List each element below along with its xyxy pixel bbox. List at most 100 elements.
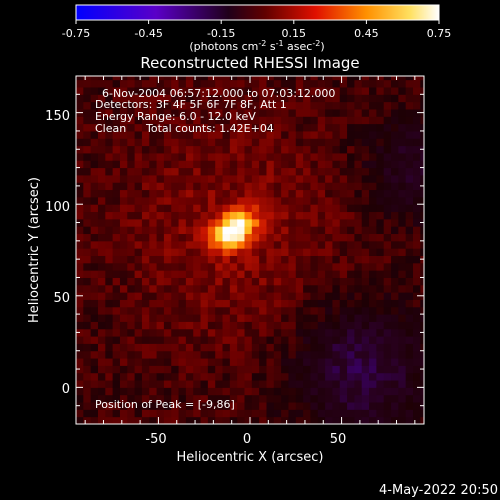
heatmap-cell [156,138,165,147]
heatmap-cell [193,174,202,183]
heatmap-cell [207,380,216,388]
heatmap-cell [310,255,319,264]
heatmap-cell [105,248,114,256]
heatmap-cell [369,358,377,366]
heatmap-cell [76,372,84,381]
heatmap-cell [193,86,202,95]
heatmap-cell [119,321,128,330]
heatmap-cell [171,130,180,139]
heatmap-cell [383,350,392,359]
x-axis-label: Heliocentric X (arcsec) [177,450,324,465]
heatmap-cell [119,284,128,293]
heatmap-cell [317,167,326,176]
heatmap-cell [207,328,216,337]
heatmap-cell [90,240,99,249]
heatmap-cell [244,248,253,256]
heatmap-cell [391,358,399,366]
heatmap-cell [413,248,421,256]
heatmap-cell [163,240,172,249]
heatmap-cell [90,152,99,161]
heatmap-cell [325,292,333,300]
heatmap-cell [383,365,392,374]
heatmap-cell [171,270,180,278]
heatmap-cell [149,372,158,381]
heatmap-cell [288,292,297,300]
heatmap-cell [222,130,231,139]
heatmap-cell [273,86,282,95]
heatmap-cell [90,387,99,396]
heatmap-cell [105,189,114,198]
heatmap-cell [317,292,326,300]
heatmap-cell [325,299,333,308]
heatmap-cell [178,387,187,396]
heatmap-cell [215,284,224,293]
heatmap-cell [119,343,128,352]
heatmap-cell [303,380,311,388]
heatmap-cell [171,79,180,88]
heatmap-cell [273,218,282,227]
heatmap-cell [244,328,253,337]
heatmap-cell [127,262,136,271]
heatmap-cell [413,343,421,352]
heatmap-cell [295,292,304,300]
heatmap-cell [229,321,238,330]
heatmap-cell [185,167,194,176]
heatmap-cell [361,218,370,227]
y-tick-label: 150 [45,109,70,124]
heatmap-cell [376,343,385,352]
heatmap-cell [163,262,172,271]
heatmap-cell [134,79,143,88]
heatmap-cell [127,270,136,278]
heatmap-cell [127,277,136,286]
heatmap-cell [376,255,385,264]
heatmap-cell [193,255,202,264]
heatmap-cell [420,240,424,249]
heatmap-cell [237,299,246,308]
heatmap-cell [339,350,348,359]
heatmap-cell [273,174,282,183]
heatmap-cell [347,321,355,330]
heatmap-cell [112,130,121,139]
heatmap-cell [369,380,377,388]
heatmap-cell [347,211,355,220]
heatmap-cell [361,284,370,293]
heatmap-cell [310,394,319,403]
heatmap-cell [112,94,121,103]
heatmap-cell [185,299,194,308]
heatmap-cell [119,372,128,381]
heatmap-cell [266,108,275,117]
heatmap-cell [185,292,194,300]
heatmap-cell [332,174,341,183]
heatmap-cell [90,328,99,337]
heatmap-cell [156,130,165,139]
heatmap-cell [383,270,392,278]
heatmap-cell [200,292,209,300]
heatmap-cell [156,380,165,388]
heatmap-cell [339,380,348,388]
heatmap-cell [303,262,311,271]
heatmap-cell [244,358,253,366]
heatmap-cell [105,380,114,388]
heatmap-cell [391,86,399,95]
heatmap-cell [193,152,202,161]
heatmap-cell [200,336,209,344]
heatmap-cell [229,255,238,264]
heatmap-cell [90,160,99,169]
heatmap-cell [119,138,128,147]
heatmap-cell [222,343,231,352]
heatmap-cell [325,416,333,424]
heatmap-cell [317,76,326,81]
heatmap-cell [76,240,84,249]
heatmap-cell [295,248,304,256]
heatmap-cell [134,306,143,315]
heatmap-cell [310,306,319,315]
heatmap-cell [141,101,150,110]
heatmap-cell [405,160,414,169]
heatmap-cell [156,196,165,205]
heatmap-cell [347,226,355,235]
heatmap-cell [193,233,202,242]
heatmap-cell [288,387,297,396]
colorbar-tick-labels: -0.75 -0.45 -0.15 0.15 0.45 0.75 [62,27,451,40]
heatmap-cell [207,270,216,278]
heatmap-cell [281,372,289,381]
